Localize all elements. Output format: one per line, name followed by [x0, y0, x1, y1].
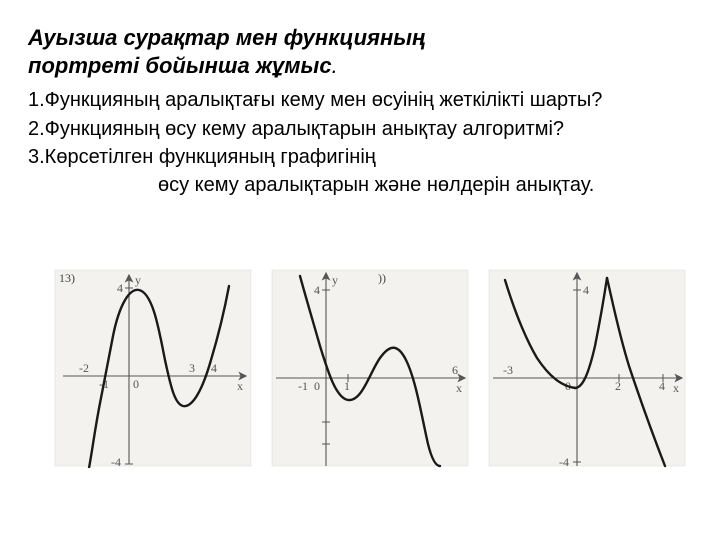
tick-xL: -1: [298, 379, 308, 393]
origin-label: 0: [133, 377, 139, 391]
origin-label: 0: [314, 379, 320, 393]
question-block: 1.Функцияның аралықтағы кему мен өсуінің…: [28, 86, 692, 200]
graph-panel-1: 13) y x 0 -2 -1 3 4 4 -4: [53, 268, 253, 468]
title-line-2: портреті бойынша жұмыс: [28, 53, 332, 78]
panel-number: 13): [59, 271, 75, 285]
x-axis-label: x: [673, 381, 679, 395]
y-axis-label: y: [135, 273, 141, 287]
panel-number: )): [378, 271, 386, 285]
graph-panel-3: x 0 -3 2 4 4 -4: [487, 268, 687, 468]
x-axis-label: x: [237, 379, 243, 393]
tick-xR2: 4: [659, 379, 665, 393]
tick-xL: -3: [503, 363, 513, 377]
tick-yT: 4: [117, 281, 123, 295]
panel-bg: [272, 270, 468, 466]
tick-xR: 6: [452, 363, 458, 377]
slide: Ауызша сурақтар мен функцияның портреті …: [0, 0, 720, 540]
graph-svg-3: x 0 -3 2 4 4 -4: [487, 268, 687, 468]
title-tail: .: [332, 53, 338, 78]
tick-yB: -4: [559, 455, 569, 468]
graphs-row: 13) y x 0 -2 -1 3 4 4 -4: [0, 268, 720, 468]
graph-svg-2: )) y x 0 -1 1 6 4: [270, 268, 470, 468]
graph-panel-2: )) y x 0 -1 1 6 4: [270, 268, 470, 468]
tick-yB: -4: [111, 455, 121, 468]
tick-xR2: 4: [211, 361, 217, 375]
graph-svg-1: 13) y x 0 -2 -1 3 4 4 -4: [53, 268, 253, 468]
tick-xM: 1: [344, 379, 350, 393]
question-3a: 3.Көрсетілген функцияның графигінің: [28, 143, 692, 171]
y-axis-label: y: [332, 273, 338, 287]
title-line-1: Ауызша сурақтар мен функцияның: [28, 25, 425, 50]
tick-xR1: 3: [189, 361, 195, 375]
question-2: 2.Функцияның өсу кему аралықтарын анықта…: [28, 115, 692, 143]
slide-title: Ауызша сурақтар мен функцияның портреті …: [28, 24, 692, 80]
panel-bg: [489, 270, 685, 466]
tick-yT: 4: [314, 283, 320, 297]
tick-yT: 4: [583, 283, 589, 297]
x-axis-label: x: [456, 381, 462, 395]
tick-xR1: 2: [615, 379, 621, 393]
tick-xL: -2: [79, 361, 89, 375]
question-1: 1.Функцияның аралықтағы кему мен өсуінің…: [28, 86, 692, 114]
question-3b: өсу кему аралықтарын және нөлдерін анықт…: [158, 171, 692, 199]
